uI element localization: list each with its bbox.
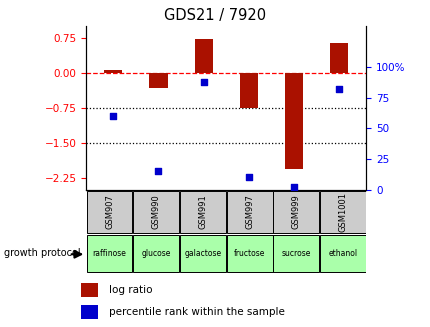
Text: ethanol: ethanol (328, 249, 357, 258)
Bar (86, 234, 132, 272)
Text: sucrose: sucrose (281, 249, 310, 258)
Text: log ratio: log ratio (108, 285, 152, 295)
Text: GSM991: GSM991 (198, 194, 207, 229)
Text: galactose: galactose (184, 249, 221, 258)
Bar (104, 70, 122, 73)
Text: GSM907: GSM907 (105, 194, 114, 229)
Bar (226, 191, 272, 233)
Text: GDS21 / 7920: GDS21 / 7920 (164, 8, 266, 23)
Point (155, 169, 162, 174)
Point (245, 175, 252, 180)
Text: fructose: fructose (233, 249, 265, 258)
Bar (284, 73, 302, 169)
Point (110, 113, 117, 119)
Text: glucose: glucose (141, 249, 171, 258)
Text: GSM997: GSM997 (245, 194, 254, 229)
Bar (194, 39, 212, 73)
Bar (86, 191, 132, 233)
Text: GSM999: GSM999 (291, 194, 300, 229)
Text: percentile rank within the sample: percentile rank within the sample (108, 307, 284, 317)
Bar (273, 234, 319, 272)
Point (290, 184, 297, 190)
Point (200, 79, 207, 84)
Bar (180, 234, 225, 272)
Bar (329, 43, 347, 73)
Bar (239, 73, 257, 108)
Text: growth protocol: growth protocol (4, 249, 81, 258)
Bar (81, 283, 98, 297)
Bar (319, 191, 365, 233)
Point (335, 86, 342, 92)
Bar (226, 234, 272, 272)
Text: GSM990: GSM990 (151, 194, 160, 229)
Bar (133, 191, 179, 233)
Text: raffinose: raffinose (92, 249, 126, 258)
Bar (273, 191, 319, 233)
Bar (149, 73, 167, 88)
Bar (133, 234, 179, 272)
Bar (319, 234, 365, 272)
Bar (81, 304, 98, 319)
Text: GSM1001: GSM1001 (338, 192, 347, 232)
Bar (180, 191, 225, 233)
